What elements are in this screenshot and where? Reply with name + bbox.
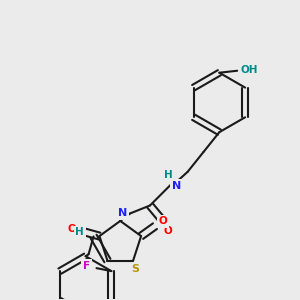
Text: OH: OH [240, 65, 258, 75]
Text: F: F [83, 261, 90, 271]
Text: O: O [158, 216, 167, 226]
Text: S: S [131, 265, 139, 275]
Text: H: H [164, 170, 173, 180]
Text: O: O [67, 224, 76, 234]
Text: N: N [118, 208, 127, 218]
Text: H: H [75, 227, 84, 237]
Text: O: O [164, 226, 172, 236]
Text: N: N [172, 181, 182, 191]
